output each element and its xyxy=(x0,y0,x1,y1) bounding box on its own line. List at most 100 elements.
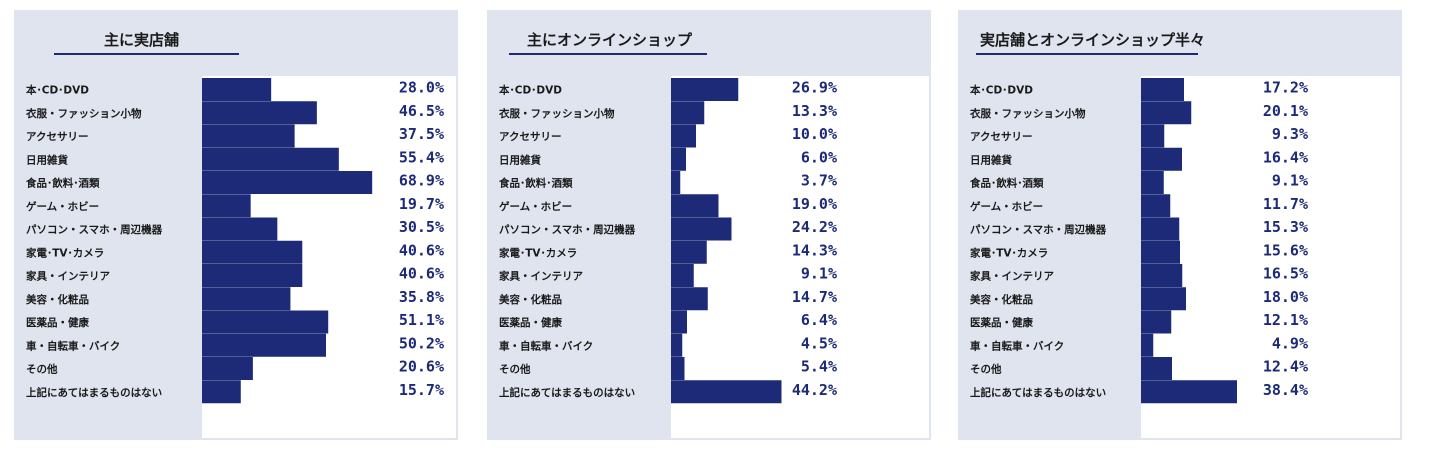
data-label: 51.1% xyxy=(399,311,444,329)
bar-chart: 本･CD･DVD 26.9% 衣服・ファッション小物 13.3% アクセサリー 10.0%… xyxy=(498,76,929,438)
category-label: パソコン・スマホ・周辺機器 xyxy=(499,223,636,236)
data-label: 16.4% xyxy=(1263,148,1308,166)
category-label: ゲーム・ホビー xyxy=(26,200,99,213)
bar xyxy=(202,217,278,241)
category-label: 家具・インテリア xyxy=(499,270,583,283)
bar xyxy=(671,240,707,264)
category-label: 家具・インテリア xyxy=(26,270,110,283)
bar xyxy=(671,217,732,241)
bar xyxy=(1141,194,1171,218)
title-underline xyxy=(976,53,1198,55)
data-label: 20.6% xyxy=(399,358,444,376)
bar xyxy=(671,357,685,380)
category-label: 食品･飲料･酒類 xyxy=(498,177,573,190)
bar-chart: 本･CD･DVD 17.2% 衣服・ファッション小物 20.1% アクセサリー 9.3% 日… xyxy=(969,76,1400,438)
data-label: 9.1% xyxy=(801,265,837,283)
data-label: 6.0% xyxy=(801,148,837,166)
chart-panel-3: 実店舗とオンラインショップ半々 本･CD･DVD 17.2% 衣服・ファッション小物… xyxy=(958,10,1402,440)
category-label: 車・自転車・バイク xyxy=(499,339,593,352)
bar xyxy=(1141,380,1237,404)
bar xyxy=(202,264,303,287)
data-label: 44.2% xyxy=(792,381,837,399)
data-label: 14.3% xyxy=(792,241,837,259)
data-label: 19.0% xyxy=(792,195,837,213)
bar xyxy=(202,78,272,101)
bar xyxy=(202,333,326,357)
data-label: 40.6% xyxy=(399,265,444,283)
title-underline xyxy=(509,53,707,55)
data-label: 13.3% xyxy=(792,102,837,120)
data-label: 5.4% xyxy=(801,358,837,376)
category-label: 衣服・ファッション小物 xyxy=(970,107,1086,120)
category-label: 家具・インテリア xyxy=(970,270,1054,283)
bar xyxy=(202,124,295,148)
bar xyxy=(1141,333,1154,357)
category-label: その他 xyxy=(26,363,58,376)
data-label: 30.5% xyxy=(399,218,444,236)
bar xyxy=(671,194,719,218)
data-label: 11.7% xyxy=(1263,195,1308,213)
data-label: 18.0% xyxy=(1263,288,1308,306)
chart-panel-1: 主に実店舗 本･CD･DVD 28.0% 衣服・ファッション小物 46.5% アクセサリ… xyxy=(14,10,458,440)
category-label: 衣服・ファッション小物 xyxy=(499,107,615,120)
bar xyxy=(1141,240,1180,264)
bar xyxy=(1141,171,1164,194)
bar xyxy=(671,101,705,125)
title-underline xyxy=(54,53,239,55)
chart-title: 主にオンラインショップ xyxy=(527,31,693,49)
bar xyxy=(1141,147,1182,171)
category-label: 本･CD･DVD xyxy=(970,84,1033,97)
bar xyxy=(1141,310,1172,334)
data-label: 17.2% xyxy=(1263,79,1308,97)
category-label: 医薬品・健康 xyxy=(26,316,89,329)
bar xyxy=(671,380,782,404)
data-label: 55.4% xyxy=(399,148,444,166)
bar xyxy=(1141,217,1180,241)
data-label: 9.3% xyxy=(1272,125,1308,143)
category-label: 本･CD･DVD xyxy=(499,84,562,97)
data-label: 24.2% xyxy=(792,218,837,236)
data-label: 20.1% xyxy=(1263,102,1308,120)
data-label: 68.9% xyxy=(399,172,444,190)
data-label: 15.3% xyxy=(1263,218,1308,236)
bar xyxy=(671,310,687,334)
category-label: 医薬品・健康 xyxy=(970,316,1033,329)
category-label: その他 xyxy=(970,363,1002,376)
data-label: 37.5% xyxy=(399,125,444,143)
data-label: 4.5% xyxy=(801,334,837,352)
category-label: ゲーム・ホビー xyxy=(499,200,572,213)
bar xyxy=(1141,101,1192,125)
bar xyxy=(202,287,291,311)
category-label: 衣服・ファッション小物 xyxy=(26,107,142,120)
category-label: 車・自転車・バイク xyxy=(970,339,1064,352)
data-label: 35.8% xyxy=(399,288,444,306)
bar xyxy=(202,194,251,218)
category-label: 本･CD･DVD xyxy=(26,84,89,97)
data-label: 4.9% xyxy=(1272,334,1308,352)
category-label: 食品･飲料･酒類 xyxy=(969,177,1044,190)
bar xyxy=(1141,287,1186,311)
category-label: アクセサリー xyxy=(499,131,561,143)
chart-title: 実店舗とオンラインショップ半々 xyxy=(980,31,1206,49)
category-label: アクセサリー xyxy=(26,131,88,143)
category-label: パソコン・スマホ・周辺機器 xyxy=(26,223,163,236)
data-label: 38.4% xyxy=(1263,381,1308,399)
bar xyxy=(1141,264,1183,287)
data-label: 14.7% xyxy=(792,288,837,306)
plot-area xyxy=(1141,76,1400,438)
bar xyxy=(671,147,686,171)
category-label: 美容・化粧品 xyxy=(499,293,562,306)
data-label: 40.6% xyxy=(399,241,444,259)
bar xyxy=(671,78,739,101)
bar xyxy=(671,287,708,311)
category-label: ゲーム・ホビー xyxy=(970,200,1043,213)
category-label: 食品･飲料･酒類 xyxy=(25,177,100,190)
chart-title: 主に実店舗 xyxy=(104,31,180,49)
bar xyxy=(1141,124,1165,148)
category-label: 美容・化粧品 xyxy=(970,293,1033,306)
bar xyxy=(1141,357,1172,380)
category-label: 日用雑貨 xyxy=(499,153,541,166)
data-label: 28.0% xyxy=(399,79,444,97)
data-label: 15.6% xyxy=(1263,241,1308,259)
bar xyxy=(202,357,253,380)
